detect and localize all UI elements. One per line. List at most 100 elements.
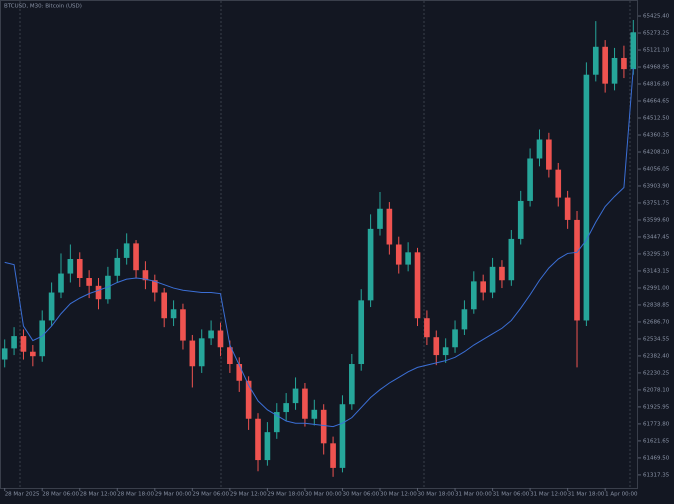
x-tick-label: 30 Mar 12:00	[380, 492, 417, 498]
candle-body	[198, 338, 205, 367]
candle-body	[480, 281, 487, 293]
y-tick-label: 62382.40	[643, 353, 670, 359]
candle-body	[236, 364, 243, 381]
candle-body	[95, 285, 102, 300]
candle-body	[292, 388, 299, 404]
candle-body	[255, 418, 261, 461]
x-tick-label: 29 Mar 06:00	[192, 492, 229, 498]
x-tick-label: 29 Mar 00:00	[155, 492, 192, 498]
candle-body	[489, 266, 496, 293]
candle-body	[273, 412, 280, 433]
candle-body	[170, 309, 177, 319]
chart-title: BTCUSD, M30: Bitcoin (USD)	[4, 4, 82, 10]
y-tick-label: 61773.80	[643, 421, 670, 427]
candle-body	[227, 347, 233, 365]
y-tick-label: 64056.05	[643, 166, 670, 172]
moving-average	[4, 67, 634, 428]
candle-body	[517, 200, 524, 239]
y-tick-label: 61469.50	[643, 455, 670, 461]
candle-body	[217, 330, 224, 348]
candle-body	[245, 380, 252, 419]
y-tick-label: 61925.95	[643, 404, 670, 410]
candle-body	[377, 208, 383, 229]
candle-body	[133, 243, 139, 271]
y-tick-label: 62838.85	[643, 302, 670, 308]
candle-body	[564, 197, 571, 220]
y-tick-label: 62534.55	[643, 336, 670, 342]
y-tick-label: 64968.95	[643, 65, 670, 71]
y-tick-label: 61317.35	[643, 472, 670, 478]
y-tick-label: 63295.30	[643, 251, 670, 257]
candle-body	[123, 243, 130, 258]
candle-body	[546, 139, 552, 170]
candle-body	[330, 443, 336, 468]
candle-body	[76, 259, 83, 279]
candle-body	[339, 404, 346, 468]
candle-body	[11, 336, 17, 349]
x-tick-label: 30 Mar 18:00	[418, 492, 455, 498]
candle-body	[67, 259, 74, 274]
plot-frame	[0, 0, 638, 489]
y-tick-label: 64360.35	[643, 132, 670, 138]
x-tick-label: 31 Mar 00:00	[455, 492, 492, 498]
candle-body	[349, 364, 355, 405]
y-tick-label: 62991.00	[643, 285, 670, 291]
y-tick-label: 61621.65	[643, 438, 670, 444]
candle-body	[592, 46, 599, 75]
x-tick-label: 28 Mar 18:00	[117, 492, 154, 498]
candle-body	[536, 139, 543, 159]
y-tick-label: 64208.20	[643, 149, 670, 155]
y-tick-label: 64512.50	[643, 116, 670, 122]
candle-body	[142, 270, 149, 281]
y-tick-label: 62230.25	[643, 370, 670, 376]
candle-body	[395, 244, 402, 265]
x-tick-label: 28 Mar 2025	[5, 492, 40, 498]
y-tick-label: 63447.45	[643, 234, 670, 240]
candle-body	[151, 280, 158, 293]
x-tick-label: 29 Mar 18:00	[267, 492, 304, 498]
candle-body	[508, 238, 515, 281]
candle-body	[555, 169, 562, 198]
candle-body	[20, 336, 27, 352]
y-tick-label: 65273.25	[643, 31, 670, 37]
candle-body	[39, 320, 46, 357]
y-tick-label: 64664.65	[643, 99, 670, 105]
candle-body	[414, 252, 421, 319]
candle-body	[442, 347, 449, 356]
y-tick-label: 62078.10	[643, 387, 670, 393]
candle-body	[189, 340, 196, 367]
candle-body	[114, 257, 121, 276]
candle-body	[161, 292, 168, 319]
y-tick-label: 63143.15	[643, 268, 670, 274]
candle-body	[30, 351, 36, 357]
candle-body	[470, 281, 477, 310]
y-tick-label: 63751.75	[643, 200, 670, 206]
candle-body	[180, 309, 186, 341]
y-tick-label: 65121.10	[643, 48, 670, 54]
candle-body	[424, 318, 430, 338]
x-tick-label: 30 Mar 00:00	[305, 492, 342, 498]
candle-body	[302, 388, 308, 419]
candle-body	[461, 309, 468, 330]
y-tick-label: 62686.70	[643, 319, 670, 325]
x-tick-label: 1 Apr 00:00	[605, 492, 638, 498]
candle-body	[367, 228, 374, 301]
day-separators	[19, 1, 631, 488]
y-tick-label: 64816.80	[643, 82, 670, 88]
candle-body	[105, 275, 111, 300]
candle-body	[58, 273, 64, 293]
y-tick-label: 63599.60	[643, 217, 670, 223]
candle-body	[574, 219, 580, 321]
candle-body	[283, 403, 289, 413]
y-tick-label: 63903.90	[643, 183, 670, 189]
candle-body	[611, 57, 618, 84]
candle-body	[311, 409, 318, 419]
candle-body	[1, 348, 8, 360]
x-tick-label: 28 Mar 12:00	[80, 492, 117, 498]
candle-body	[621, 57, 627, 70]
candle-body	[452, 329, 458, 348]
x-tick-label: 31 Mar 06:00	[493, 492, 530, 498]
x-tick-label: 28 Mar 06:00	[42, 492, 79, 498]
